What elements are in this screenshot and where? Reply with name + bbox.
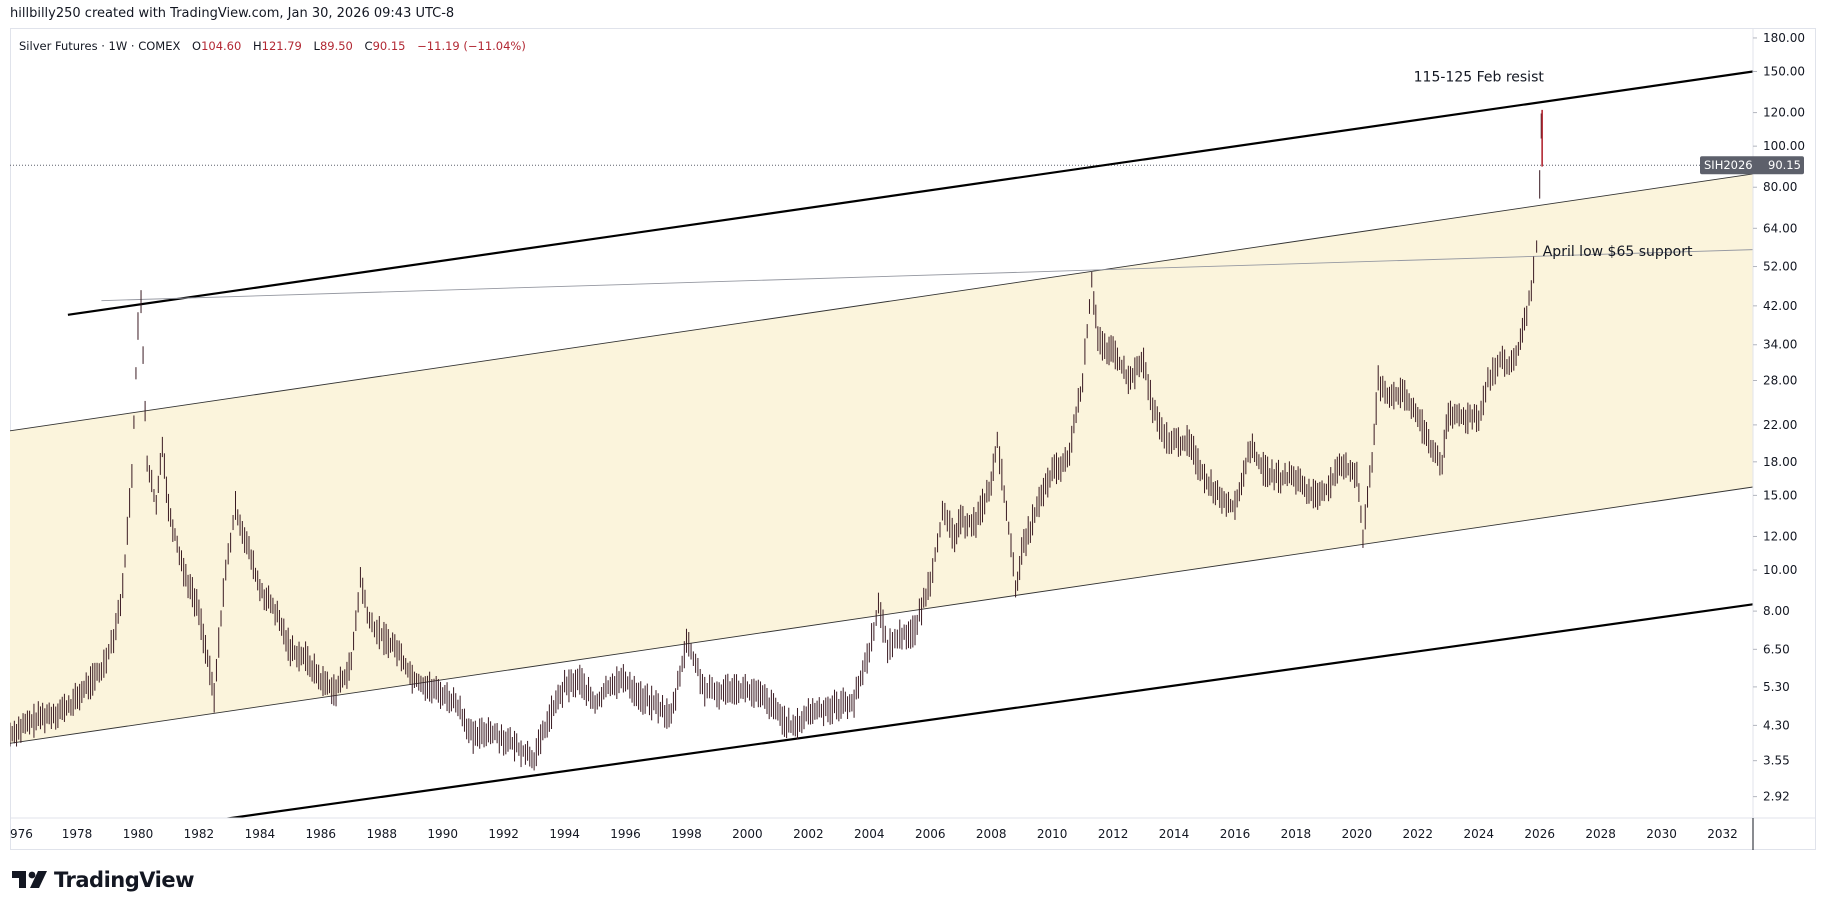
legend-low-label: L bbox=[314, 39, 321, 53]
price-axis-label: 80.00 bbox=[1763, 180, 1797, 194]
price-axis-label: 5.30 bbox=[1763, 680, 1790, 694]
time-axis-label: 976 bbox=[10, 827, 33, 841]
legend-high-value: 121.79 bbox=[262, 39, 302, 53]
price-tag: SIH2026 90.15 bbox=[1700, 156, 1804, 175]
price-tag-background bbox=[1700, 156, 1804, 175]
legend-symbol: Silver Futures · 1W · COMEX bbox=[19, 39, 180, 53]
price-axis-label: 28.00 bbox=[1763, 373, 1797, 387]
legend-close-label: C bbox=[365, 39, 373, 53]
price-tag-symbol: SIH2026 bbox=[1704, 158, 1753, 172]
time-axis-label: 1984 bbox=[245, 827, 276, 841]
price-tag-value: 90.15 bbox=[1768, 158, 1801, 172]
price-axis-label: 3.55 bbox=[1763, 754, 1790, 768]
time-axis[interactable]: 976 1978 1980 1982 1984 1986 1988 1990 1992 1994 1… bbox=[10, 827, 1738, 841]
price-axis-label: 18.00 bbox=[1763, 455, 1797, 469]
time-axis-label: 2008 bbox=[976, 827, 1007, 841]
tradingview-logo[interactable]: TradingView bbox=[12, 868, 194, 892]
time-axis-label: 1986 bbox=[306, 827, 337, 841]
time-axis-label: 2024 bbox=[1463, 827, 1494, 841]
time-axis-label: 2002 bbox=[793, 827, 824, 841]
legend-high-label: H bbox=[253, 39, 262, 53]
price-axis-label: 100.00 bbox=[1763, 139, 1805, 153]
price-axis-label: 12.00 bbox=[1763, 529, 1797, 543]
time-axis-label: 2018 bbox=[1281, 827, 1312, 841]
price-axis-label: 52.00 bbox=[1763, 260, 1797, 274]
price-axis-label: 64.00 bbox=[1763, 221, 1797, 235]
tradingview-logo-text: TradingView bbox=[54, 868, 194, 892]
time-axis-label: 2004 bbox=[854, 827, 885, 841]
tradingview-logo-icon bbox=[12, 871, 47, 888]
time-axis-label: 2012 bbox=[1098, 827, 1129, 841]
price-axis-label: 180.00 bbox=[1763, 31, 1805, 45]
price-axis-label: 8.00 bbox=[1763, 604, 1790, 618]
time-axis-label: 1992 bbox=[488, 827, 519, 841]
price-axis-label: 120.00 bbox=[1763, 106, 1805, 120]
time-axis-label: 1978 bbox=[62, 827, 93, 841]
channel-fill bbox=[10, 173, 1753, 744]
resist-annotation[interactable]: 115-125 Feb resist bbox=[1414, 70, 1545, 86]
time-axis-label: 2022 bbox=[1403, 827, 1434, 841]
price-axis-label: 10.00 bbox=[1763, 563, 1797, 577]
channel-inner-lower-line[interactable] bbox=[10, 486, 1753, 744]
time-axis-label: 2000 bbox=[732, 827, 763, 841]
time-axis-label: 1980 bbox=[123, 827, 154, 841]
price-axis-label: 150.00 bbox=[1763, 65, 1805, 79]
price-axis-label: 4.30 bbox=[1763, 718, 1790, 732]
time-axis-label: 2020 bbox=[1342, 827, 1373, 841]
time-axis-label: 1998 bbox=[671, 827, 702, 841]
time-axis-label: 1994 bbox=[549, 827, 580, 841]
time-axis-label: 2006 bbox=[915, 827, 946, 841]
price-axis-label: 22.00 bbox=[1763, 418, 1797, 432]
time-axis-label: 2026 bbox=[1524, 827, 1555, 841]
legend-close-value: 90.15 bbox=[373, 39, 406, 53]
price-axis-label: 34.00 bbox=[1763, 338, 1797, 352]
price-axis-label: 6.50 bbox=[1763, 642, 1790, 656]
time-axis-label: 2014 bbox=[1159, 827, 1190, 841]
time-axis-label: 2032 bbox=[1707, 827, 1738, 841]
time-axis-label: 2030 bbox=[1646, 827, 1677, 841]
channel-inner-upper-line[interactable] bbox=[10, 173, 1753, 432]
time-axis-label: 1988 bbox=[366, 827, 397, 841]
time-axis-label: 1982 bbox=[184, 827, 215, 841]
price-axis-label: 15.00 bbox=[1763, 488, 1797, 502]
support-annotation[interactable]: April low $65 support bbox=[1543, 244, 1693, 260]
time-axis-label: 1990 bbox=[427, 827, 458, 841]
time-axis-label: 1996 bbox=[610, 827, 641, 841]
time-axis-label: 2016 bbox=[1220, 827, 1251, 841]
legend-row: Silver Futures · 1W · COMEX O104.60 H121… bbox=[19, 39, 526, 53]
legend-open-label: O bbox=[192, 39, 201, 53]
time-axis-label: 2010 bbox=[1037, 827, 1068, 841]
price-axis-label: 42.00 bbox=[1763, 299, 1797, 313]
channel-outer-lower-line[interactable] bbox=[153, 603, 1753, 829]
channel-outer-upper-line[interactable] bbox=[67, 70, 1753, 316]
legend-change: −11.19 (−11.04%) bbox=[417, 39, 526, 53]
legend-open-value: 104.60 bbox=[201, 39, 241, 53]
chart-attribution: hillbilly250 created with TradingView.co… bbox=[10, 6, 455, 21]
price-axis-label: 2.92 bbox=[1763, 790, 1790, 804]
legend-low-value: 89.50 bbox=[320, 39, 353, 53]
time-axis-label: 2028 bbox=[1585, 827, 1616, 841]
support-trend-line[interactable] bbox=[101, 249, 1753, 302]
price-series bbox=[10, 109, 1543, 771]
price-axis[interactable]: 180.00 150.00 120.00 100.00 80.00 64.00 52.00 4… bbox=[1753, 31, 1805, 804]
